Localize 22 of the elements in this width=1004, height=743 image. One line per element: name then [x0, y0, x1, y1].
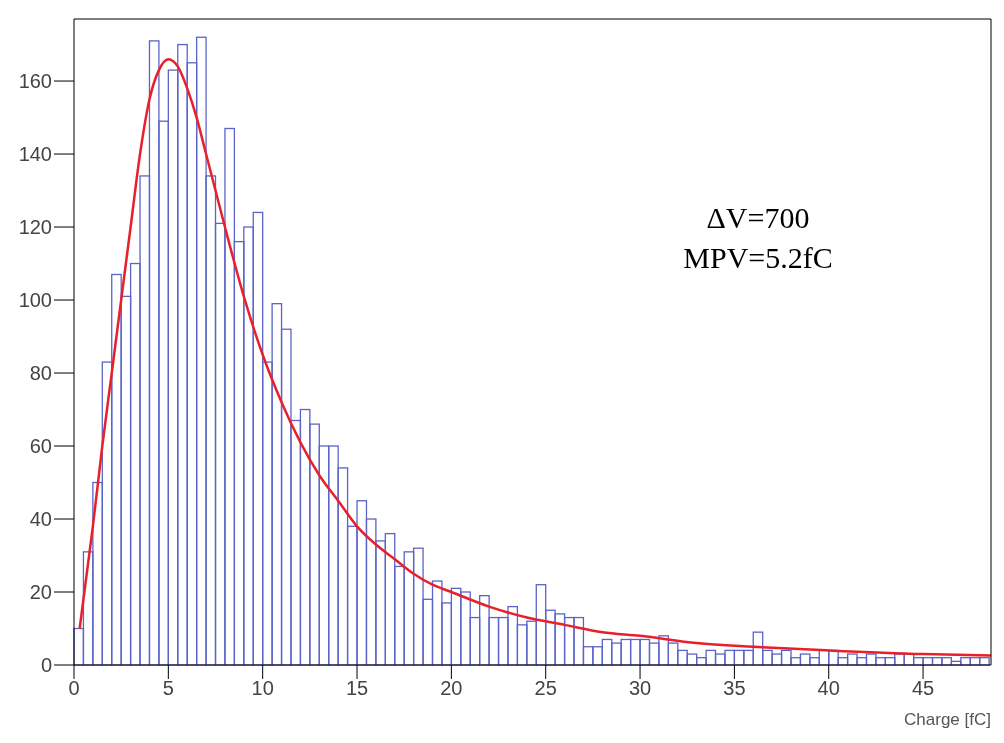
x-tick-label: 20	[440, 677, 463, 700]
x-tick-label: 25	[534, 677, 557, 700]
annotation: ΔV=700	[705, 200, 811, 236]
y-tick-label: 80	[29, 362, 52, 385]
x-tick-label: 40	[817, 677, 840, 700]
y-tick-label: 120	[18, 216, 52, 239]
x-axis-title: Charge [fC]	[904, 710, 991, 729]
y-tick-label: 100	[18, 289, 52, 312]
y-tick-label: 60	[29, 435, 52, 458]
x-tick-label: 45	[911, 677, 935, 700]
y-tick-label: 160	[18, 70, 52, 93]
y-tick-label: 140	[18, 143, 52, 166]
x-tick-label: 15	[345, 677, 369, 700]
y-tick-label: 20	[29, 581, 52, 604]
x-tick-label: 30	[628, 677, 652, 700]
x-tick-label: 0	[68, 677, 80, 700]
x-tick-label: 5	[162, 677, 174, 700]
y-tick-label: 40	[29, 508, 52, 531]
y-tick-label: 0	[40, 654, 52, 677]
x-tick-label: 10	[251, 677, 274, 700]
annotation: MPV=5.2fC	[682, 240, 834, 276]
x-tick-label: 35	[723, 677, 746, 700]
